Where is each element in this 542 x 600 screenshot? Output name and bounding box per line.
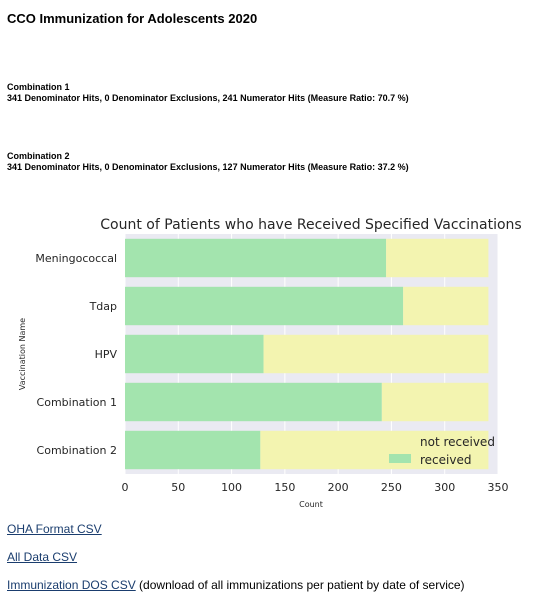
page-title: CCO Immunization for Adolescents 2020 [7,11,258,26]
immunization-dos-csv-description: (download of all immunizations per patie… [135,578,465,592]
chart-legend: not received received [389,435,495,467]
x-tick-label: 250 [381,481,402,494]
x-tick-label: 350 [488,481,509,494]
y-tick-label: HPV [95,348,118,361]
chart-title: Count of Patients who have Received Spec… [100,217,521,233]
all-data-csv-line: All Data CSV [7,550,77,564]
combination-1-stats: 341 Denominator Hits, 0 Denominator Excl… [7,93,409,103]
x-tick-label: 150 [274,481,295,494]
legend-label-not-received: not received [420,435,495,449]
bar-not-received [263,334,489,374]
x-tick-label: 50 [171,481,185,494]
x-tick-label: 200 [328,481,349,494]
x-axis-label: Count [299,500,323,509]
bar-not-received [381,382,489,422]
oha-format-csv-link[interactable]: OHA Format CSV [7,522,102,536]
combination-1-name: Combination 1 [7,82,70,92]
bar-received [125,286,404,326]
x-tick-label: 300 [434,481,455,494]
y-tick-label: Combination 2 [37,444,117,457]
y-tick-label: Tdap [89,300,117,313]
immunization-dos-csv-link[interactable]: Immunization DOS CSV [7,578,136,592]
bar-not-received [386,238,489,278]
bar-received [125,238,387,278]
vaccination-chart: Count of Patients who have Received Spec… [18,217,522,509]
combination-2-stats: 341 Denominator Hits, 0 Denominator Excl… [7,162,409,172]
x-tick-label: 0 [122,481,129,494]
legend-swatch-received [389,454,411,463]
combination-2-name: Combination 2 [7,151,70,161]
bar-received [125,382,382,422]
bar-received [125,430,261,470]
bar-not-received [260,430,489,470]
all-data-csv-link[interactable]: All Data CSV [7,550,78,564]
y-axis-label: Vaccination Name [18,318,27,390]
immunization-dos-csv-line: Immunization DOS CSV (download of all im… [7,578,465,592]
y-tick-label: Combination 1 [37,396,117,409]
bar-received [125,334,264,374]
oha-format-csv-line: OHA Format CSV [7,522,102,536]
bar-not-received [403,286,489,326]
legend-label-received: received [420,453,471,467]
x-tick-label: 100 [221,481,242,494]
y-tick-label: Meningococcal [35,252,117,265]
